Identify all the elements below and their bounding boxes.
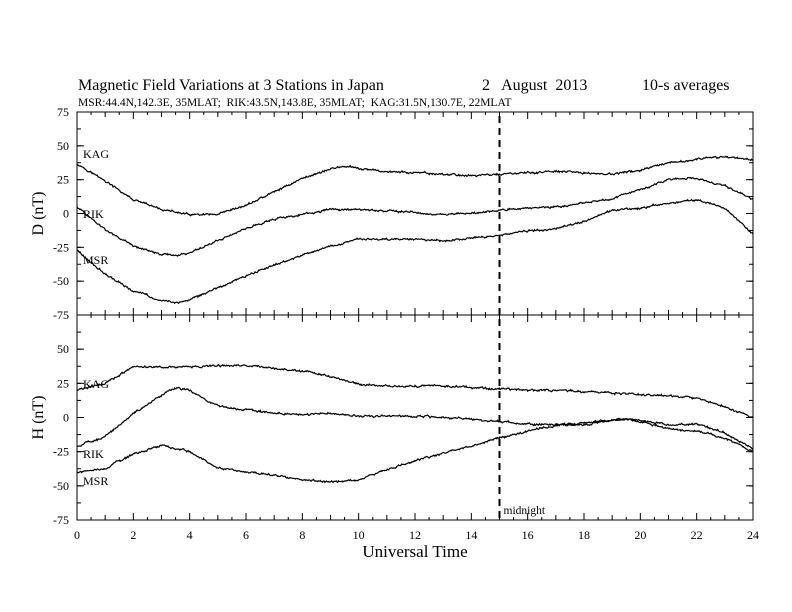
- y-tick-label: 50: [57, 139, 69, 153]
- y-tick-label: 0: [63, 411, 69, 425]
- y-tick-label: 50: [57, 342, 69, 356]
- x-tick-label: 8: [299, 528, 305, 542]
- series-label-rik: RIK: [83, 447, 104, 461]
- series-line-kag: [76, 363, 754, 419]
- x-tick-label: 12: [409, 528, 421, 542]
- y-axis-label: H (nT): [30, 396, 47, 440]
- y-tick-label: 75: [57, 105, 69, 119]
- series-line-msr: [76, 198, 754, 305]
- x-tick-label: 14: [465, 528, 477, 542]
- series-line-rik: [76, 176, 754, 257]
- y-tick-label: -25: [53, 240, 69, 254]
- x-tick-label: 20: [634, 528, 646, 542]
- figure-averaging: 10-s averages: [642, 77, 730, 94]
- panel-d: 75 50 25 0 -25 -50 -75 D (nT) KAG RIK MSR: [30, 105, 754, 322]
- y-axis-label: D (nT): [30, 192, 47, 236]
- x-tick-label: 16: [522, 528, 534, 542]
- figure-date: 2 August 2013: [482, 77, 587, 94]
- x-axis-label: Universal Time: [362, 542, 467, 561]
- midnight-label: midnight: [504, 505, 546, 517]
- x-tick-label: 6: [243, 528, 249, 542]
- x-tick-label: 10: [353, 528, 365, 542]
- y-tick-label: -75: [53, 513, 69, 527]
- x-tick-label: 24: [747, 528, 759, 542]
- series-label-msr: MSR: [83, 474, 108, 488]
- y-tick-label: -50: [53, 274, 69, 288]
- panel-frame: [76, 111, 754, 316]
- x-tick-label: 22: [691, 528, 703, 542]
- x-tick-label: 4: [187, 528, 193, 542]
- series-label-kag: KAG: [83, 147, 109, 161]
- x-tick-label: 0: [74, 528, 80, 542]
- y-tick-label: -75: [53, 308, 69, 322]
- series-label-rik: RIK: [83, 207, 104, 221]
- series-line-kag: [76, 155, 754, 217]
- y-tick-label: 25: [57, 376, 69, 390]
- y-tick-label: 25: [57, 173, 69, 187]
- x-tick-label: 18: [578, 528, 590, 542]
- figure-title: Magnetic Field Variations at 3 Stations …: [78, 77, 384, 94]
- station-coordinates: MSR:44.4N,142.3E, 35MLAT; RIK:43.5N,143.…: [78, 97, 512, 109]
- series-line-msr: [76, 417, 754, 484]
- chart-panels: 75 50 25 0 -25 -50 -75 D (nT) KAG RIK MSR 50 25 0 -25 -…: [30, 105, 759, 561]
- x-tick-label: 2: [130, 528, 136, 542]
- series-line-rik: [76, 386, 754, 450]
- series-label-msr: MSR: [83, 253, 108, 267]
- series-label-kag: KAG: [83, 377, 109, 391]
- y-tick-label: -50: [53, 479, 69, 493]
- y-tick-label: 0: [63, 207, 69, 221]
- y-tick-label: -25: [53, 445, 69, 459]
